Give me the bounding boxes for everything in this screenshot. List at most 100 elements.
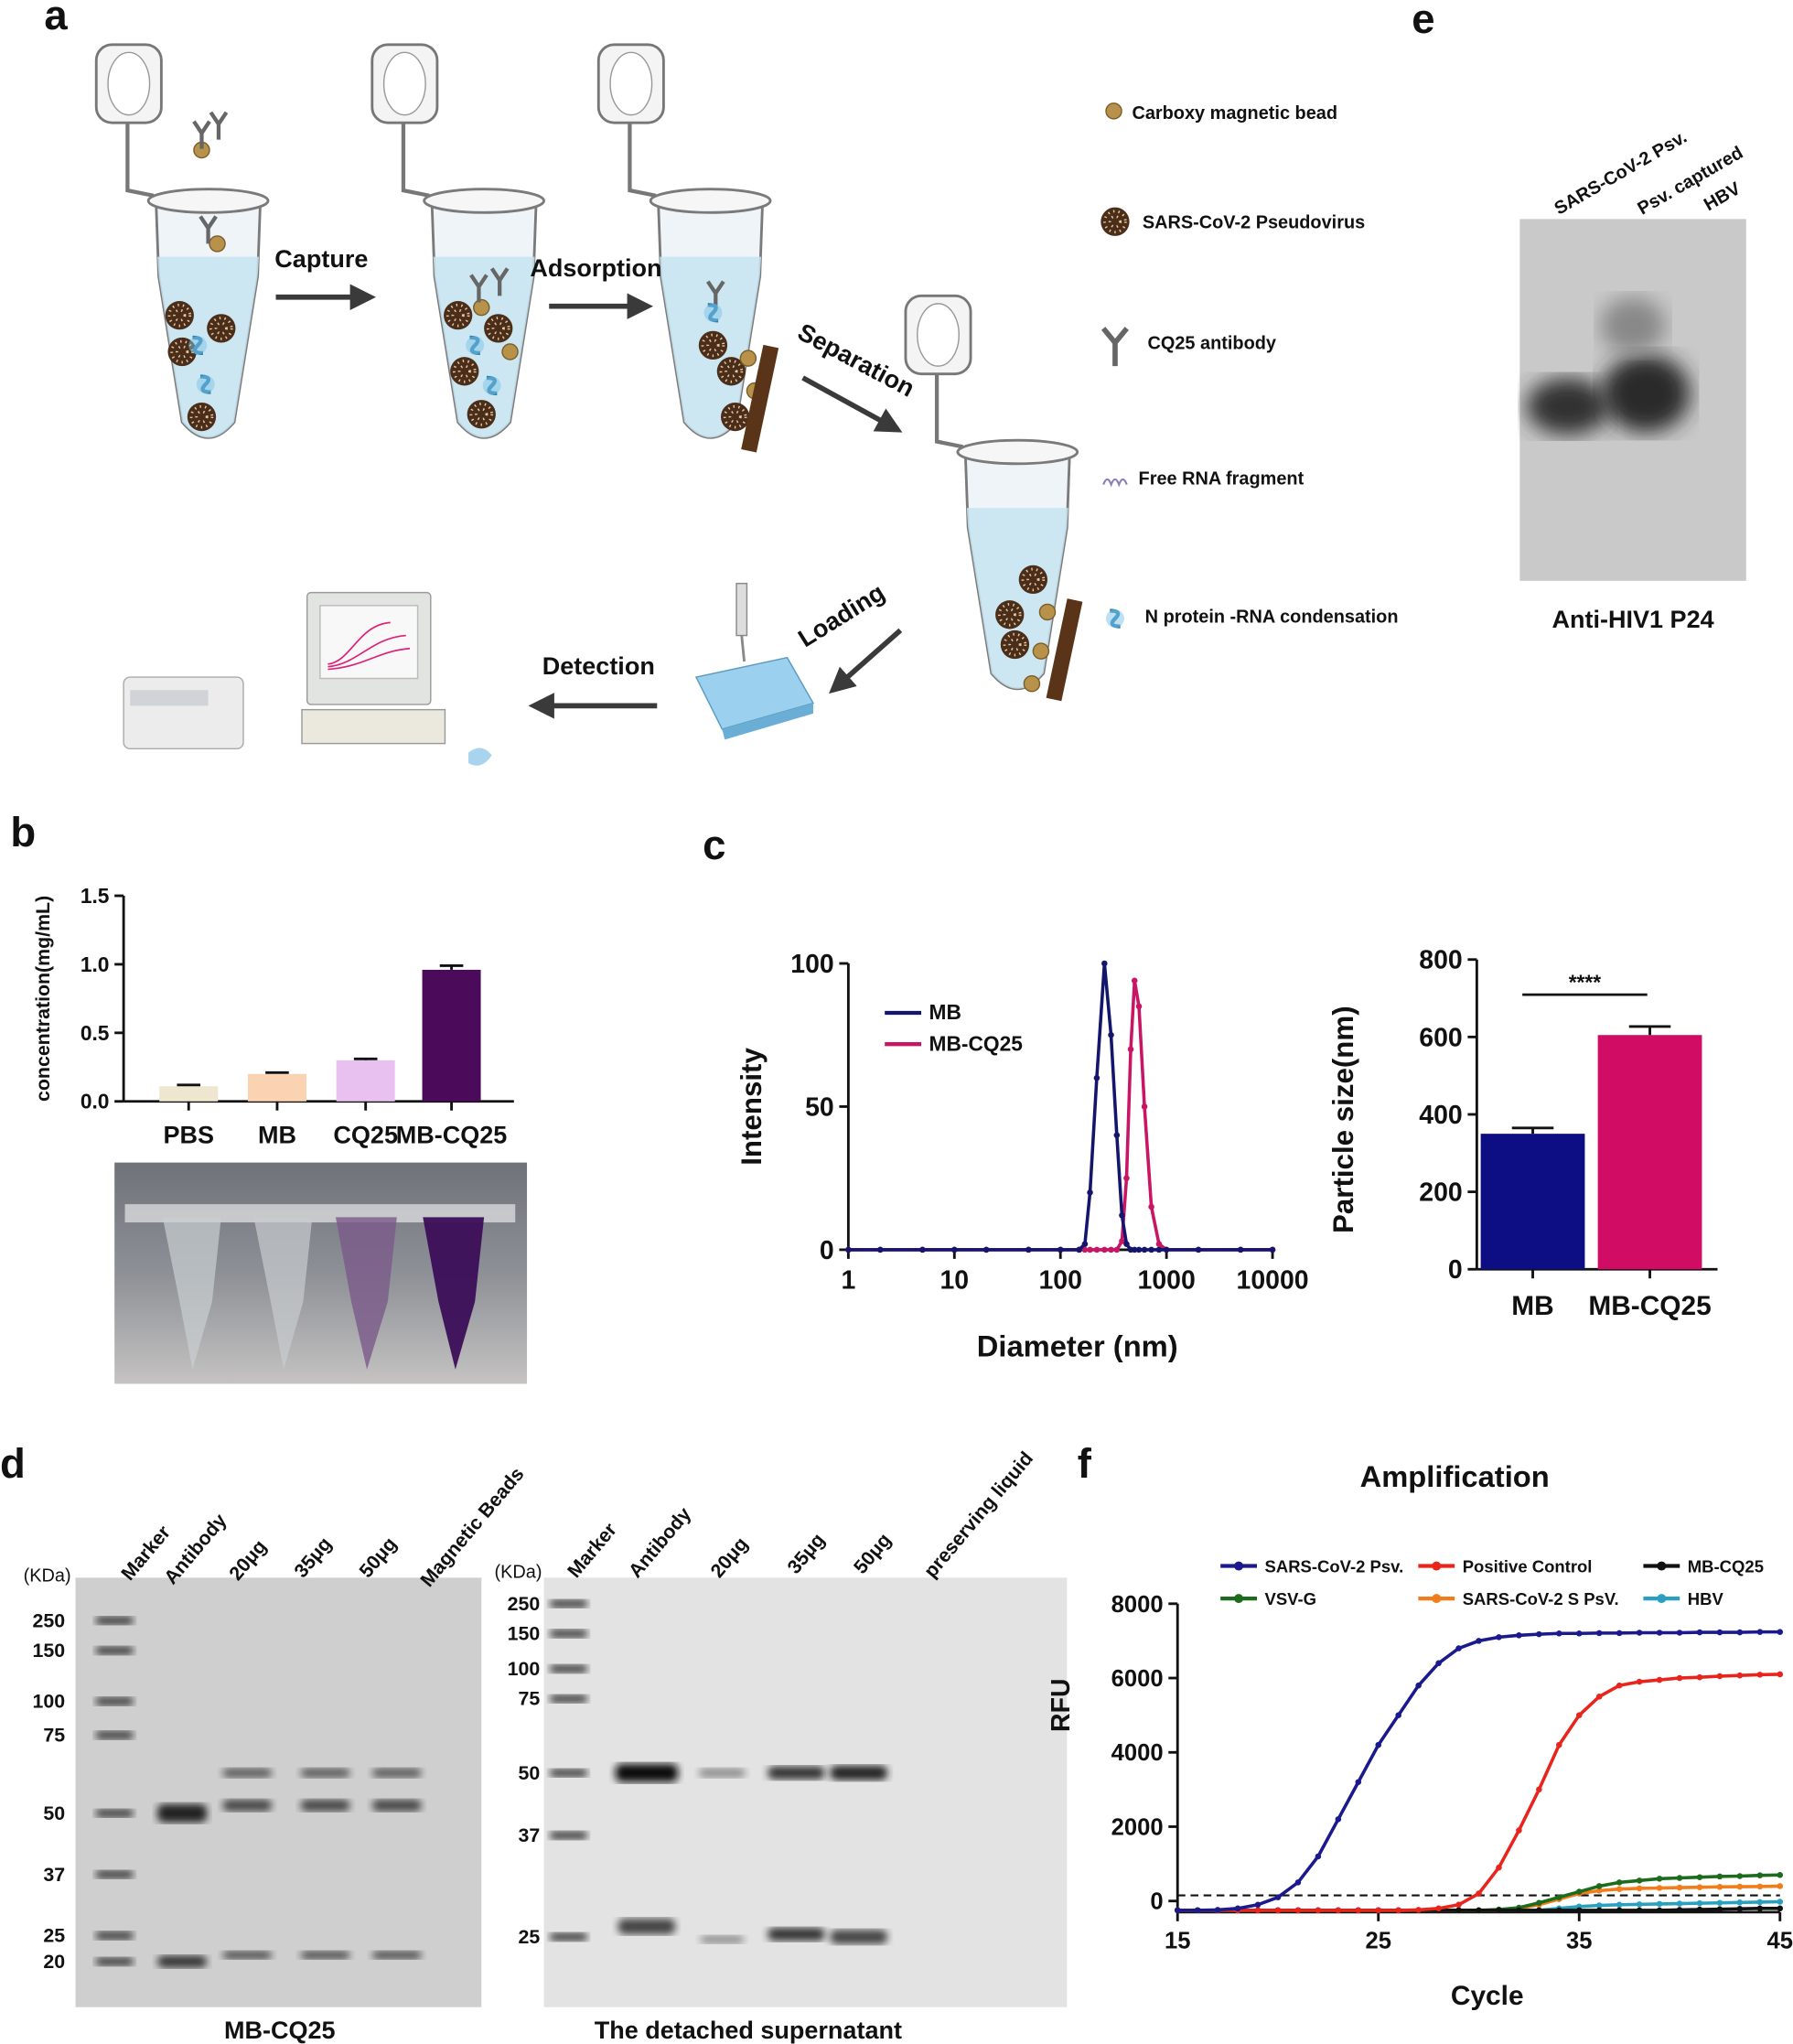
data-point: [1395, 1907, 1401, 1914]
data-point: [1575, 1888, 1583, 1895]
y-tick-label: 800: [1419, 946, 1462, 975]
data-point: [1636, 1877, 1643, 1884]
data-point: [1135, 1003, 1143, 1010]
x-tick-label: 15: [1165, 1929, 1190, 1954]
legend-swatch: [1432, 1594, 1442, 1604]
y-axis-label: RFU: [1047, 1679, 1076, 1732]
lane-label: Antibody: [624, 1503, 695, 1582]
x-tick-label: CQ25: [333, 1121, 398, 1148]
shape-use: [466, 336, 484, 354]
data-point: [1736, 1899, 1744, 1906]
error-bar: [439, 964, 464, 970]
data-point: [1756, 1629, 1764, 1635]
data-point: [1575, 1630, 1583, 1637]
data-point: [1455, 1645, 1462, 1651]
shape-use: [1105, 102, 1122, 120]
ladder-band: [96, 1617, 134, 1625]
data-point: [1616, 1630, 1623, 1637]
shape-use: [697, 329, 729, 361]
ladder-band: [550, 1769, 587, 1777]
data-point: [1676, 1900, 1683, 1907]
ladder-band: [96, 1870, 134, 1878]
series-line: [1177, 1884, 1780, 1912]
gel-band: [300, 1951, 350, 1960]
data-point: [1696, 1673, 1703, 1681]
data-point: [1214, 1907, 1221, 1913]
western-blot: SARS-CoV-2 Psv. Psv. captured HBV Anti-H…: [1519, 127, 1746, 633]
bead-icon: [209, 235, 226, 253]
series-line: [848, 963, 1273, 1252]
data-point: [1476, 1890, 1482, 1897]
data-point: [1148, 1246, 1154, 1253]
gel-band: [222, 1951, 273, 1960]
data-point: [1395, 1712, 1401, 1718]
marker-label: 100: [33, 1691, 66, 1713]
marker-label: 150: [508, 1623, 541, 1645]
bar: [1480, 1134, 1585, 1270]
shape-use: [188, 336, 207, 354]
data-point: [1093, 1074, 1100, 1081]
data-point: [1081, 1246, 1089, 1253]
data-point: [1575, 1907, 1583, 1914]
bar: [159, 1086, 219, 1102]
data-point: [1516, 1907, 1522, 1914]
tube-photo: [114, 1162, 528, 1384]
gel-band: [830, 1930, 888, 1944]
data-point: [1113, 1246, 1121, 1253]
gel-band: [617, 1919, 676, 1935]
panel-label: e: [1412, 0, 1434, 42]
data-point: [1127, 1046, 1134, 1053]
shape-use: [442, 299, 474, 331]
shape-use: [1023, 674, 1041, 693]
data-point: [1736, 1883, 1744, 1890]
gel-band: [768, 1766, 825, 1780]
x-tick-label: 25: [1366, 1929, 1391, 1954]
shape-use: [482, 312, 514, 344]
data-point: [1195, 1246, 1202, 1253]
lane-label: 50μg: [849, 1529, 895, 1578]
data-point: [951, 1246, 958, 1253]
legend-swatch: [1234, 1561, 1244, 1571]
shape-use: [205, 312, 237, 344]
data-point: [1616, 1886, 1623, 1892]
data-point: [1375, 1741, 1382, 1748]
data-point: [1455, 1901, 1462, 1909]
series-line: [1177, 1673, 1780, 1912]
data-point: [1141, 1246, 1148, 1253]
shape-use: [1106, 609, 1124, 628]
data-point: [1155, 1241, 1163, 1247]
data-point: [1756, 1905, 1764, 1912]
shape-rect: [124, 1204, 516, 1223]
gel-band: [222, 1799, 273, 1812]
y-axis-label: Intensity: [735, 1048, 768, 1166]
legend-label: MB: [929, 1000, 961, 1024]
gel-caption: MB-CQ25: [224, 2017, 336, 2044]
data-point: [1595, 1902, 1603, 1909]
data-point: [1716, 1883, 1723, 1890]
shape-use: [483, 377, 501, 395]
data-point: [1556, 1630, 1562, 1637]
data-point: [1656, 1876, 1663, 1882]
ladder-band: [550, 1831, 587, 1840]
ladder-band: [96, 1809, 134, 1818]
marker-label: 25: [43, 1925, 65, 1947]
shape-use: [993, 598, 1025, 630]
y-tick-label: 100: [790, 950, 833, 979]
data-point: [1595, 1907, 1603, 1914]
x-axis-label: Diameter (nm): [977, 1329, 1178, 1363]
data-point: [1087, 1246, 1093, 1253]
ladder-band: [550, 1630, 587, 1638]
error-bar: [265, 1070, 289, 1074]
data-point: [1777, 1883, 1784, 1889]
data-point: [1135, 1246, 1143, 1253]
data-point: [1756, 1872, 1764, 1878]
data-point: [982, 1246, 990, 1253]
y-tick-label: 0.5: [81, 1021, 110, 1045]
y-tick-label: 600: [1419, 1023, 1462, 1052]
data-point: [1194, 1907, 1201, 1914]
marker-label: 75: [519, 1688, 541, 1710]
lane-label: 35μg: [783, 1529, 829, 1578]
data-point: [1294, 1879, 1302, 1886]
data-point: [1777, 1899, 1784, 1905]
